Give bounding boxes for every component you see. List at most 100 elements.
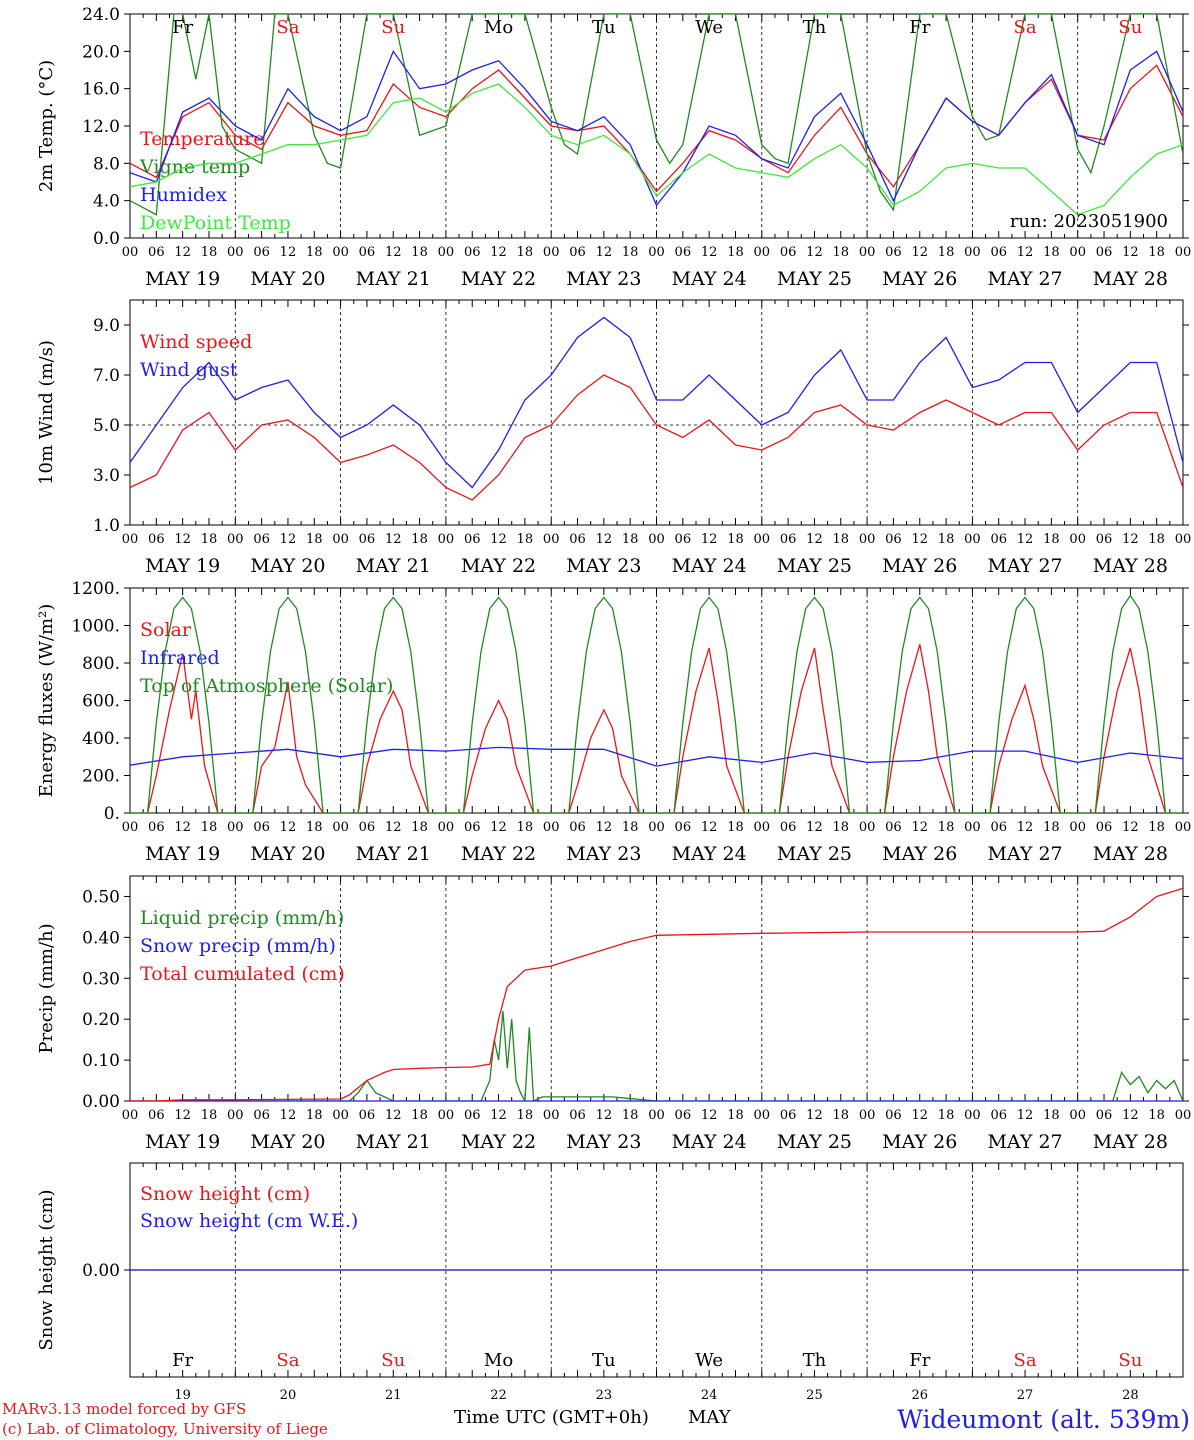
hour-tick-label: 18: [411, 245, 428, 260]
hour-tick-label: 06: [148, 1108, 165, 1123]
hour-tick-label: 00: [648, 245, 665, 260]
hour-tick-label: 00: [859, 820, 876, 835]
y-tick-label: 400.: [82, 729, 120, 749]
hour-tick-label: 06: [1096, 820, 1113, 835]
hour-tick-label: 06: [780, 532, 797, 547]
date-label: MAY 24: [672, 843, 747, 865]
day-name: Mo: [484, 17, 513, 38]
hour-tick-label: 00: [438, 245, 455, 260]
hour-tick-label: 12: [385, 1108, 402, 1123]
date-label: MAY 22: [461, 1131, 536, 1153]
day-number: 21: [385, 1388, 402, 1403]
series-line-vigne-temp: [130, 14, 1183, 216]
hour-tick-label: 06: [148, 820, 165, 835]
hour-tick-label: 06: [885, 245, 902, 260]
hour-tick-label: 12: [596, 532, 613, 547]
date-label: MAY 26: [882, 268, 957, 290]
hour-tick-label: 12: [911, 245, 928, 260]
model-credit: MARv3.13 model forced by GFS: [2, 1400, 246, 1418]
hour-tick-label: 18: [306, 532, 323, 547]
y-tick-label: 5.0: [93, 416, 120, 436]
hour-tick-label: 12: [490, 1108, 507, 1123]
hour-tick-label: 06: [464, 820, 481, 835]
legend-label: Infrared: [140, 647, 220, 669]
hour-tick-label: 00: [227, 245, 244, 260]
hour-tick-label: 06: [253, 820, 270, 835]
day-name: Th: [803, 1350, 827, 1371]
date-label: MAY 24: [672, 268, 747, 290]
hour-tick-label: 00: [859, 245, 876, 260]
y-axis-label: Energy fluxes (W/m²): [36, 604, 57, 798]
series-line-infrared: [130, 746, 1183, 767]
hour-tick-label: 18: [1043, 820, 1060, 835]
date-label: MAY 20: [250, 843, 325, 865]
legend-label: Wind gust: [140, 359, 238, 381]
hour-tick-label: 18: [727, 245, 744, 260]
day-name: Th: [803, 17, 827, 38]
date-label: MAY 21: [356, 268, 431, 290]
hour-tick-label: 06: [253, 532, 270, 547]
date-label: MAY 21: [356, 843, 431, 865]
series-line-total-cumulated-cm-: [130, 887, 1183, 1101]
hour-tick-label: 12: [596, 1108, 613, 1123]
hour-tick-label: 18: [622, 532, 639, 547]
y-tick-label: 4.0: [93, 192, 120, 212]
series-line-dewpoint-temp: [130, 83, 1183, 216]
hour-tick-label: 12: [174, 820, 191, 835]
day-number: 26: [911, 1388, 928, 1403]
day-name: Su: [381, 17, 405, 38]
y-axis-label: Precip (mm/h): [36, 923, 57, 1053]
legend-label: Solar: [140, 619, 192, 641]
day-name: We: [695, 17, 723, 38]
date-label: MAY 23: [566, 843, 641, 865]
hour-tick-label: 18: [306, 1108, 323, 1123]
hour-tick-label: 06: [675, 820, 692, 835]
hour-tick-label: 00: [1069, 820, 1086, 835]
y-tick-label: 1.0: [93, 516, 120, 536]
date-label: MAY 19: [145, 1131, 220, 1153]
hour-tick-label: 00: [332, 820, 349, 835]
hour-tick-label: 06: [464, 532, 481, 547]
hour-tick-label: 18: [833, 1108, 850, 1123]
hour-tick-label: 18: [1148, 1108, 1165, 1123]
hour-tick-label: 12: [1017, 532, 1034, 547]
legend-label: Humidex: [140, 184, 227, 206]
hour-tick-label: 00: [1175, 1108, 1192, 1123]
day-name: Mo: [484, 1350, 513, 1371]
y-tick-label: 0.: [104, 804, 120, 824]
legend-label: Vigne temp: [139, 156, 250, 178]
hour-tick-label: 18: [411, 820, 428, 835]
y-tick-label: 24.0: [82, 5, 120, 25]
y-tick-label: 0.20: [82, 1010, 120, 1030]
day-name: Sa: [1014, 1350, 1037, 1371]
hour-tick-label: 12: [806, 532, 823, 547]
hour-tick-label: 18: [201, 1108, 218, 1123]
day-name: Tu: [592, 1350, 616, 1371]
hour-tick-label: 18: [517, 1108, 534, 1123]
day-name: Su: [1118, 17, 1142, 38]
hour-tick-label: 18: [1043, 1108, 1060, 1123]
date-label: MAY 20: [250, 268, 325, 290]
date-label: MAY 25: [777, 555, 852, 577]
y-axis-label: 10m Wind (m/s): [36, 340, 57, 485]
panel-5: 0.00 Snow height (cm) Snow height (cm) Snow…: [36, 1162, 1189, 1378]
date-label: MAY 22: [461, 843, 536, 865]
hour-tick-label: 12: [1122, 1108, 1139, 1123]
day-name: Su: [381, 1350, 405, 1371]
hour-tick-label: 12: [174, 532, 191, 547]
hour-tick-label: 00: [754, 1108, 771, 1123]
day-name: Sa: [276, 1350, 299, 1371]
panel-4: 0.00 0.10 0.20 0.30 0.40 0.50 Precip (mm/h) Liq…: [36, 875, 1192, 1153]
series-line-top-of-atmosphere-solar-: [130, 594, 1183, 813]
date-label: MAY 25: [777, 843, 852, 865]
y-tick-label: 600.: [82, 692, 120, 712]
hour-tick-label: 12: [596, 245, 613, 260]
hour-tick-label: 06: [885, 532, 902, 547]
day-number: 28: [1122, 1388, 1139, 1403]
hour-tick-label: 00: [859, 532, 876, 547]
hour-tick-label: 06: [780, 1108, 797, 1123]
hour-tick-label: 18: [622, 245, 639, 260]
date-label: MAY 20: [250, 1131, 325, 1153]
hour-tick-label: 12: [385, 532, 402, 547]
hour-tick-label: 12: [1122, 245, 1139, 260]
